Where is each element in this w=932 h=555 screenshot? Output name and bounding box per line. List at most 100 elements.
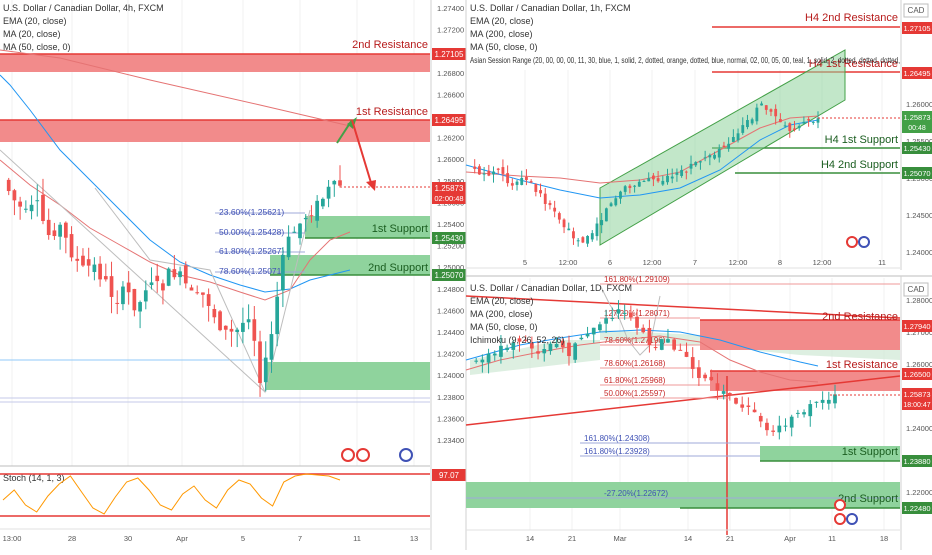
candle-body bbox=[155, 275, 160, 282]
tag-stoch-text: 97.07 bbox=[439, 471, 460, 480]
x-tick-label: 12:00 bbox=[559, 258, 578, 267]
candle-body bbox=[598, 324, 602, 331]
candle-body bbox=[764, 105, 768, 110]
chart-1h[interactable]: H4 2nd Resistance H4 1st Resistance H4 1… bbox=[465, 0, 932, 550]
candle-body bbox=[647, 178, 651, 182]
candle-body bbox=[529, 181, 533, 183]
tag-1st-resistance bbox=[432, 114, 466, 126]
stoch-line bbox=[2, 473, 341, 515]
zone-2nd-support bbox=[466, 482, 900, 508]
x-tick-label: 28 bbox=[68, 534, 76, 543]
y-tick-label: 1.26000 bbox=[437, 155, 464, 164]
calendar-icons[interactable] bbox=[846, 236, 870, 248]
candle-body bbox=[814, 401, 819, 403]
tag-2nd-resistance bbox=[432, 48, 466, 60]
candle-body bbox=[586, 235, 589, 244]
currency-badge bbox=[903, 3, 929, 18]
x-axis: 13:00 28 30 Apr 5 7 11 13 bbox=[3, 534, 419, 543]
candle-body bbox=[591, 327, 596, 335]
y-tick-label: 1.24200 bbox=[437, 350, 464, 359]
candle-body bbox=[637, 181, 641, 187]
candle-body bbox=[161, 283, 165, 291]
candle-body bbox=[548, 202, 552, 206]
candle-body bbox=[579, 337, 584, 340]
fib-levels bbox=[466, 283, 900, 499]
y-tick-label: 1.24800 bbox=[437, 285, 464, 294]
candle-body bbox=[332, 180, 337, 185]
candle-body bbox=[480, 359, 485, 363]
candle-body bbox=[765, 422, 769, 431]
candle-body bbox=[746, 405, 751, 407]
indicator-ema20: EMA (20, close) bbox=[470, 296, 534, 306]
candle-body bbox=[684, 351, 689, 357]
currency-badge bbox=[903, 282, 929, 297]
candle-body bbox=[727, 393, 732, 396]
fib-label-23: 23.60%(1.25621) bbox=[219, 207, 284, 217]
y-axis: 1.274001.272001.270001.268001.266001.264… bbox=[437, 4, 464, 445]
chart-title: U.S. Dollar / Canadian Dollar, 1h, FXCM bbox=[470, 3, 631, 13]
fib-label: 78.60%(1.26168) bbox=[604, 359, 666, 368]
x-tick-label: 30 bbox=[124, 534, 132, 543]
candle-body bbox=[46, 219, 51, 236]
candle-body bbox=[666, 175, 669, 183]
candle-body bbox=[501, 167, 505, 174]
candle-body bbox=[511, 342, 516, 350]
candle-body bbox=[769, 109, 773, 112]
candle-body bbox=[58, 224, 62, 237]
candle-body bbox=[482, 173, 486, 175]
ema-20-line bbox=[465, 335, 819, 383]
candle-body bbox=[816, 118, 820, 123]
candle-body bbox=[499, 345, 503, 357]
candles bbox=[6, 165, 342, 397]
candle-body bbox=[740, 404, 745, 408]
calendar-icons[interactable] bbox=[834, 499, 858, 525]
candle-body bbox=[166, 268, 171, 286]
chart-title: U.S. Dollar / Canadian Dollar, 1D, FXCM bbox=[470, 283, 632, 293]
candle-body bbox=[760, 103, 763, 106]
candle-body bbox=[595, 223, 599, 237]
chart-4h[interactable]: 23.60%(1.25621) 50.00%(1.25428) 61.80%(1… bbox=[0, 0, 466, 550]
tag-s2-text: 1.22480 bbox=[903, 504, 930, 513]
label-2nd-support: 2nd Support bbox=[368, 262, 428, 274]
y-tick-label: 1.24000 bbox=[906, 248, 932, 257]
indicator-ma200: MA (200, close) bbox=[470, 29, 533, 39]
x-tick-label: 13 bbox=[410, 534, 418, 543]
candle-body bbox=[492, 171, 495, 175]
y-tick-label: 1.26600 bbox=[437, 90, 464, 99]
x-tick-label: 7 bbox=[298, 534, 302, 543]
candle-body bbox=[241, 322, 245, 332]
candle-body bbox=[755, 107, 759, 122]
indicator-ma50: MA (50, close, 0) bbox=[3, 42, 71, 52]
label-h4-1st-resistance: H4 1st Resistance bbox=[809, 58, 898, 70]
tag-countdown-text: 18:00:47 bbox=[903, 402, 930, 409]
candle-body bbox=[783, 425, 788, 427]
candle-body bbox=[783, 125, 787, 127]
candle-body bbox=[29, 204, 34, 212]
label-2nd-support: 2nd Support bbox=[838, 493, 898, 505]
calendar-icons[interactable] bbox=[341, 448, 413, 462]
candle-body bbox=[41, 194, 45, 221]
candle-body bbox=[515, 181, 519, 185]
candle-body bbox=[35, 200, 40, 202]
candle-body bbox=[722, 145, 726, 148]
candles bbox=[473, 101, 820, 247]
y-tick-label: 1.28000 bbox=[906, 296, 932, 305]
candle-body bbox=[793, 128, 796, 131]
chart-1d[interactable]: 161.80%(1.29109) 127.20%(1.28071) 78.60%… bbox=[465, 275, 932, 550]
candle-body bbox=[651, 175, 655, 180]
candle-body bbox=[777, 425, 782, 433]
candle-body bbox=[826, 399, 831, 404]
indicator-ichimoku: Ichimoku (9, 26, 52, 26) bbox=[470, 335, 565, 345]
candle-body bbox=[833, 394, 837, 404]
label-1st-resistance: 1st Resistance bbox=[826, 359, 898, 371]
candle-body bbox=[92, 264, 97, 273]
candle-body bbox=[635, 316, 639, 328]
candle-body bbox=[736, 133, 740, 141]
candle-body bbox=[18, 201, 22, 207]
candle-body bbox=[206, 294, 211, 306]
label-h4-1st-support: H4 1st Support bbox=[825, 134, 898, 146]
candle-body bbox=[633, 185, 637, 187]
candle-body bbox=[183, 265, 188, 284]
candle-body bbox=[286, 236, 291, 258]
